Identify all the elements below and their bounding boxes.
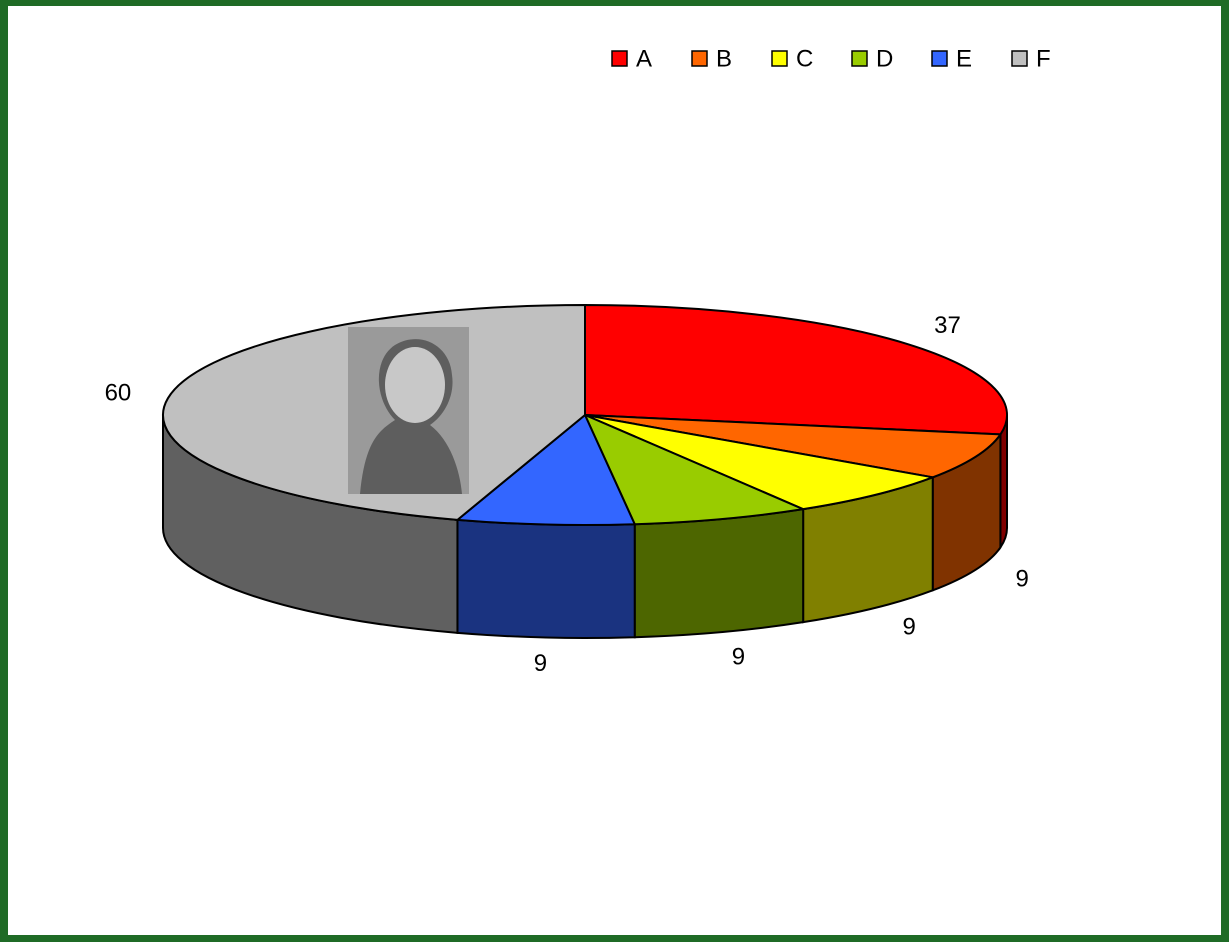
legend-swatch xyxy=(932,51,947,66)
data-label: 60 xyxy=(105,379,132,406)
pie-tops xyxy=(163,305,1007,525)
legend-label: E xyxy=(956,45,972,72)
data-label: 37 xyxy=(934,312,961,339)
legend-swatch xyxy=(772,51,787,66)
legend-label: A xyxy=(636,45,652,72)
legend-swatch xyxy=(692,51,707,66)
legend-swatch xyxy=(1012,51,1027,66)
legend-label: D xyxy=(876,45,893,72)
data-label: 9 xyxy=(1016,566,1029,593)
portrait xyxy=(348,327,469,494)
portrait-face xyxy=(385,347,445,423)
legend-label: F xyxy=(1036,45,1051,72)
pie-side xyxy=(457,520,634,638)
legend-label: B xyxy=(716,45,732,72)
data-label: 9 xyxy=(732,643,745,670)
data-label: 9 xyxy=(534,650,547,677)
chart: 37 9 9 9 9 60 A B C D E F xyxy=(0,0,1229,942)
data-label: 9 xyxy=(903,613,916,640)
legend-label: C xyxy=(796,45,813,72)
pie-side xyxy=(635,509,803,637)
legend-swatch xyxy=(612,51,627,66)
legend-swatch xyxy=(852,51,867,66)
